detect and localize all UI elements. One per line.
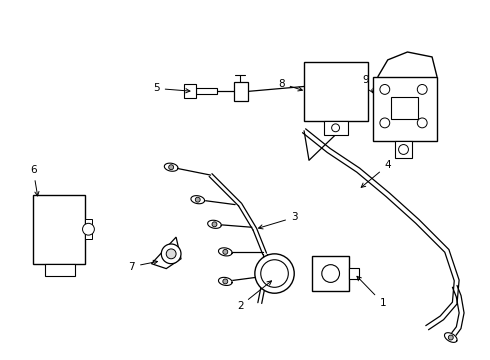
Circle shape bbox=[322, 265, 340, 282]
Circle shape bbox=[261, 260, 288, 287]
Text: 8: 8 bbox=[278, 78, 302, 91]
Polygon shape bbox=[219, 277, 232, 285]
Polygon shape bbox=[208, 220, 221, 228]
Bar bbox=[184, 85, 196, 98]
Circle shape bbox=[82, 223, 95, 235]
Circle shape bbox=[166, 249, 176, 259]
Bar bbox=[304, 62, 368, 121]
Text: 9: 9 bbox=[363, 75, 373, 93]
Circle shape bbox=[380, 85, 390, 94]
Polygon shape bbox=[219, 248, 232, 256]
Circle shape bbox=[448, 335, 453, 340]
Polygon shape bbox=[151, 237, 181, 269]
Circle shape bbox=[380, 118, 390, 128]
Text: 2: 2 bbox=[237, 281, 271, 311]
Bar bbox=[373, 77, 437, 141]
Text: 5: 5 bbox=[153, 84, 190, 94]
Circle shape bbox=[161, 244, 181, 264]
Circle shape bbox=[212, 222, 217, 227]
Bar bbox=[324, 121, 348, 135]
Text: 3: 3 bbox=[259, 212, 297, 229]
Circle shape bbox=[398, 145, 409, 154]
Polygon shape bbox=[444, 333, 457, 342]
Polygon shape bbox=[164, 163, 178, 171]
Circle shape bbox=[196, 197, 200, 202]
Circle shape bbox=[169, 165, 173, 170]
Text: 4: 4 bbox=[361, 160, 391, 187]
Bar bbox=[391, 97, 418, 119]
Bar bbox=[394, 141, 413, 158]
Circle shape bbox=[223, 279, 228, 284]
Bar bbox=[349, 267, 359, 279]
Bar bbox=[234, 82, 248, 101]
Circle shape bbox=[417, 85, 427, 94]
Bar bbox=[84, 219, 93, 239]
Text: 1: 1 bbox=[357, 276, 386, 308]
Bar bbox=[312, 256, 349, 291]
Circle shape bbox=[417, 118, 427, 128]
Bar bbox=[45, 264, 74, 275]
Polygon shape bbox=[191, 195, 204, 204]
Text: 7: 7 bbox=[128, 260, 157, 272]
Circle shape bbox=[255, 254, 294, 293]
Bar bbox=[196, 89, 218, 94]
Circle shape bbox=[332, 124, 340, 132]
Text: 6: 6 bbox=[30, 165, 39, 196]
Circle shape bbox=[223, 249, 228, 254]
Bar bbox=[33, 195, 84, 264]
